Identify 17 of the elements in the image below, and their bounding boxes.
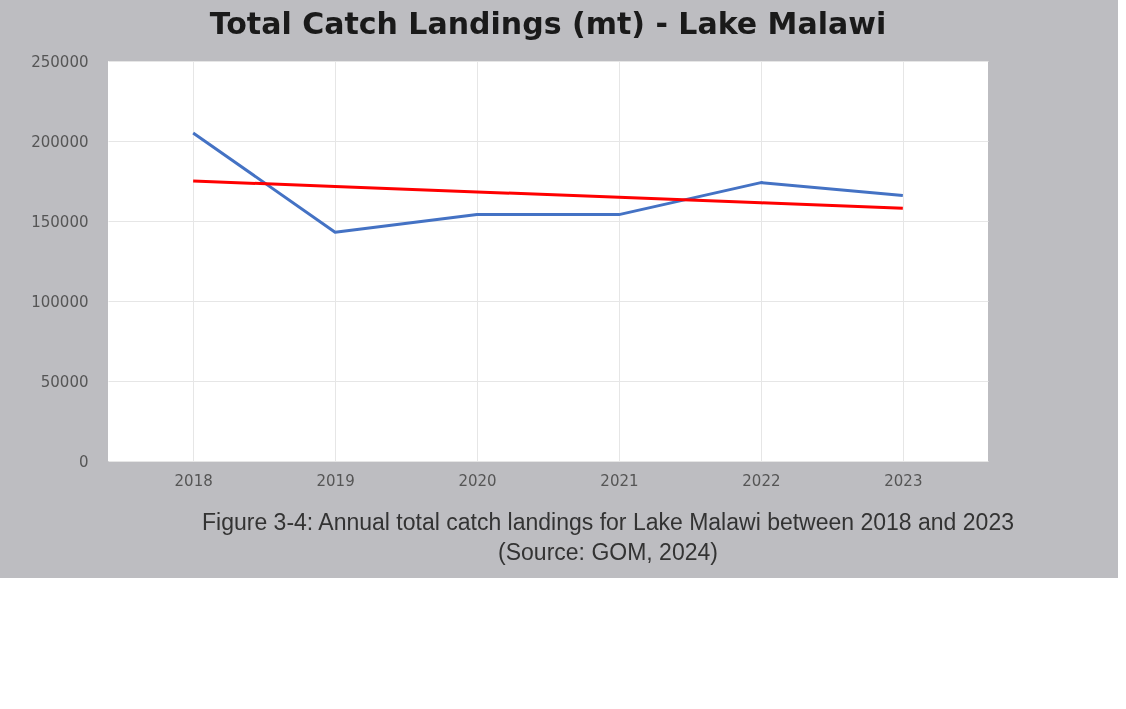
caption: Figure 3-4: Annual total catch landings for Lake Malawi between 2018 and 2023: [202, 509, 1014, 535]
x-tick-label: 2021: [600, 471, 639, 490]
x-tick-label: 2022: [742, 471, 781, 490]
y-tick-label: 0: [78, 452, 89, 471]
x-tick-label: 2023: [884, 471, 923, 490]
chart-title: Total Catch Landings (mt) - Lake Malawi: [209, 6, 887, 41]
x-tick-label: 2018: [174, 471, 213, 490]
y-tick-label: 100000: [31, 292, 89, 311]
y-tick-label: 150000: [31, 212, 89, 231]
text: (Source: GOM, 2024): [498, 539, 718, 565]
x-tick-label: 2019: [316, 471, 355, 490]
line-series: [191, 131, 905, 234]
line-series: [191, 179, 905, 210]
y-tick-label: 250000: [31, 52, 89, 71]
x-tick-label: 2020: [458, 471, 497, 490]
y-tick-label: 200000: [31, 132, 89, 151]
y-tick-label: 50000: [40, 372, 89, 391]
